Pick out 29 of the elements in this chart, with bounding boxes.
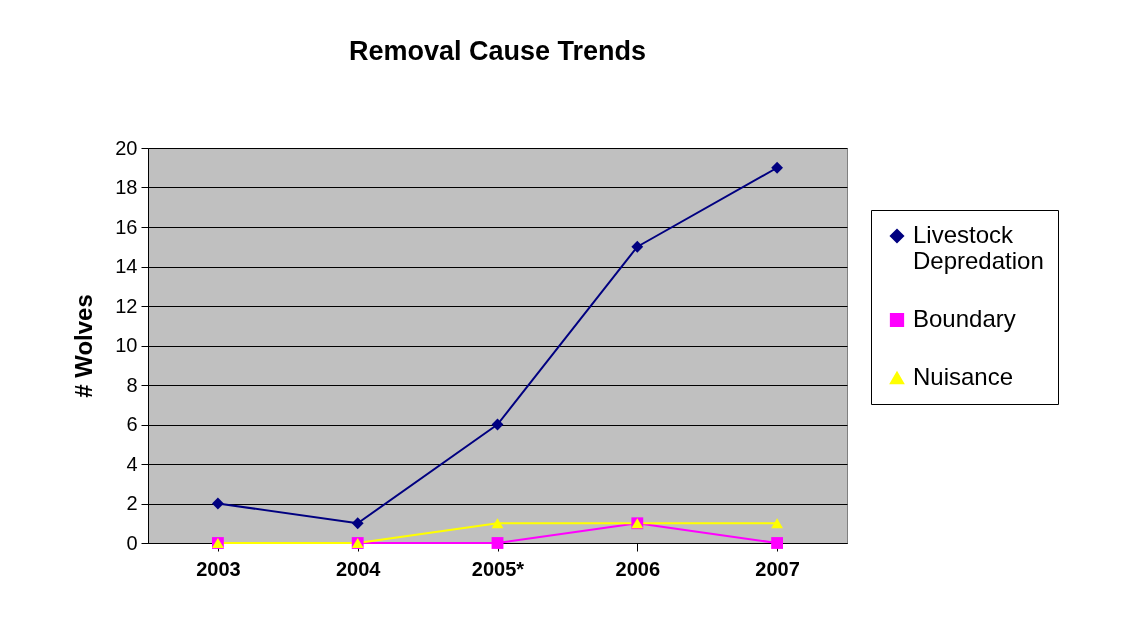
y-tick-label: 2 <box>126 492 138 514</box>
y-tick-label: 0 <box>126 531 138 554</box>
point <box>771 537 784 549</box>
y-tick-label: 8 <box>126 373 138 396</box>
y-tick-label: 20 <box>115 136 138 159</box>
y-tick-label: 18 <box>115 176 138 198</box>
y-tick-label: 4 <box>126 452 138 475</box>
y-tick-label: 14 <box>115 255 138 277</box>
x-tick-label: 2004 <box>335 557 382 580</box>
point <box>211 497 224 510</box>
y-tick-label: 10 <box>115 334 138 356</box>
y-tick-label: 12 <box>115 294 138 317</box>
legend-label: Boundary <box>913 305 1016 332</box>
y-tick-label: 6 <box>126 413 138 435</box>
point <box>631 240 644 253</box>
chart-title: Removal Cause Trends <box>348 36 647 66</box>
legend-label: Livestock Depredation <box>913 221 1044 274</box>
point <box>491 537 504 549</box>
point <box>771 161 784 174</box>
point <box>491 518 504 529</box>
x-tick-label: 2005* <box>471 557 525 580</box>
legend-label: Nuisance <box>913 363 1014 390</box>
point <box>771 518 784 529</box>
y-tick-label: 16 <box>115 215 138 238</box>
y-axis-title: # Wolves <box>70 294 98 398</box>
x-tick-label: 2003 <box>196 557 241 580</box>
x-tick-label: 2006 <box>615 557 661 580</box>
point <box>351 517 364 530</box>
x-tick-label: 2007 <box>755 557 800 580</box>
